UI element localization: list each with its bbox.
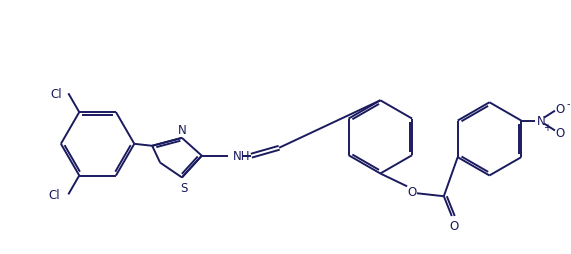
Text: N: N (537, 115, 545, 128)
Text: O: O (556, 103, 565, 116)
Text: O: O (408, 185, 417, 198)
Text: Cl: Cl (51, 87, 62, 100)
Text: N: N (178, 124, 186, 137)
Text: O: O (556, 126, 565, 139)
Text: S: S (180, 181, 188, 194)
Text: O: O (449, 219, 459, 232)
Text: Cl: Cl (49, 188, 61, 201)
Text: NH: NH (232, 150, 250, 163)
Text: -: - (566, 98, 570, 108)
Text: +: + (543, 123, 551, 133)
